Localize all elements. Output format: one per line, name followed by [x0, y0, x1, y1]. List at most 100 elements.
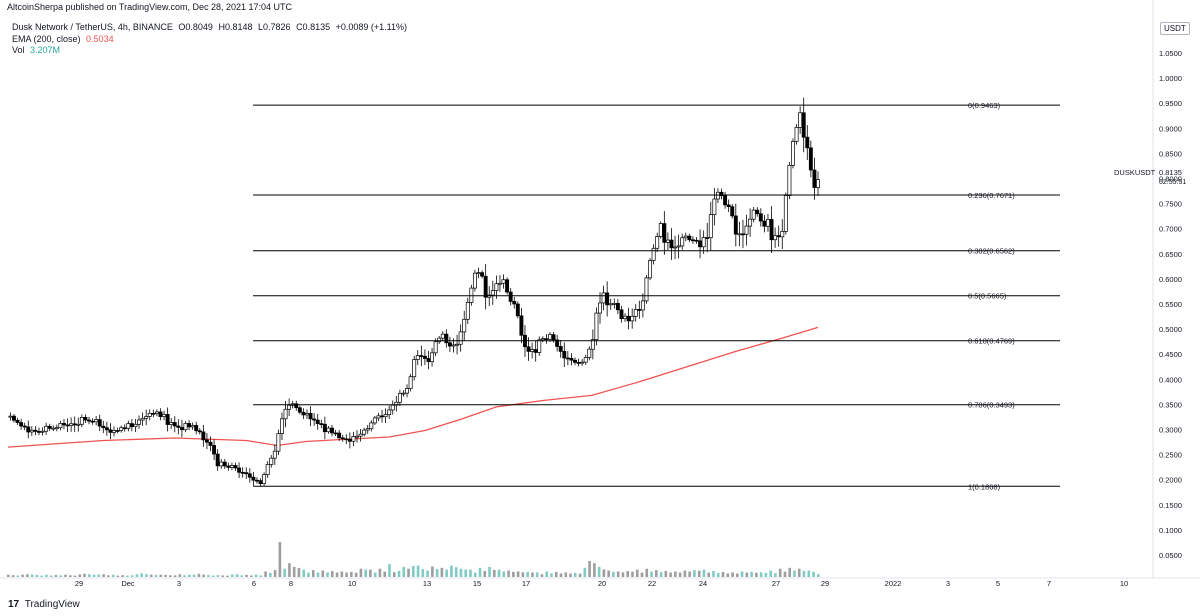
candle-down: [741, 233, 745, 236]
ohlc-open: O0.8049: [178, 22, 213, 32]
candle-down: [544, 338, 549, 340]
volume-bar: [783, 571, 787, 577]
volume-bar: [273, 570, 277, 577]
candle-down: [508, 291, 513, 302]
volume-bar: [793, 570, 796, 577]
candle-down: [226, 465, 231, 468]
candle-down: [719, 191, 724, 197]
fib-level-label: 0.236(0.7671): [968, 191, 1015, 200]
volume-bar: [211, 575, 215, 577]
volume-bar: [778, 568, 782, 577]
candle-up: [630, 315, 635, 322]
currency-button[interactable]: USDT: [1160, 22, 1190, 35]
volume-bar: [307, 572, 310, 577]
fib-retracement[interactable]: 0(0.9463) 0.236(0.7671) 0.382(0.6562) 0.5(0…: [253, 101, 1060, 491]
candle-down: [165, 414, 170, 425]
volume-bar: [364, 569, 367, 577]
candle-up: [665, 239, 670, 243]
volume-bar: [612, 571, 615, 577]
candle-down: [526, 346, 531, 352]
candle-up: [355, 435, 359, 438]
volume-legend[interactable]: Vol 3.207M: [12, 45, 63, 55]
candle-up: [58, 423, 63, 429]
volume-bar: [521, 572, 525, 577]
y-tick-label: 0.8000: [1159, 175, 1182, 184]
candle-up: [262, 474, 267, 484]
candle-down: [294, 403, 299, 409]
candle-up: [283, 408, 288, 420]
candle-up: [433, 341, 438, 354]
volume-bar: [650, 571, 653, 577]
volume-bar: [221, 575, 225, 577]
candle-down: [669, 239, 674, 249]
volume-bar: [678, 572, 682, 577]
symbol-legend[interactable]: Dusk Network / TetherUS, 4h, BINANCE O0.…: [12, 22, 410, 32]
candle-down: [22, 425, 27, 428]
candle-up: [791, 141, 795, 166]
volume-bar: [392, 572, 396, 577]
volume-bar: [412, 565, 415, 577]
x-tick-label: 10: [1120, 579, 1128, 588]
y-tick-label: 0.9500: [1159, 99, 1182, 108]
candle-up: [430, 352, 435, 363]
volume-bar: [616, 571, 620, 577]
candle-up: [816, 179, 820, 188]
ohlc-change: +0.0089 (+1.11%): [335, 22, 407, 32]
volume-bar: [464, 569, 468, 577]
ohlc-high: H0.8148: [218, 22, 253, 32]
volume-bar: [755, 572, 758, 577]
volume-bar: [693, 570, 696, 577]
candle-down: [551, 334, 556, 341]
candle-up: [437, 337, 442, 343]
volume-bar: [269, 572, 272, 577]
volume-bar: [712, 571, 715, 577]
y-tick-label: 1.0000: [1159, 74, 1182, 83]
volume-bar: [16, 575, 20, 577]
candle-up: [751, 209, 756, 220]
candle-down: [258, 480, 263, 484]
volume-bar: [716, 573, 720, 577]
volume-bar: [383, 571, 387, 577]
volume-bar: [326, 572, 329, 577]
volume-bar: [311, 570, 315, 577]
candle-up: [390, 404, 395, 411]
volume-bar: [621, 572, 625, 577]
tradingview-footer: 17 TradingView: [8, 599, 80, 610]
ema-legend[interactable]: EMA (200, close) 0.5034: [12, 34, 117, 44]
volume-bar: [721, 571, 725, 577]
x-tick-label: 15: [473, 579, 481, 588]
y-tick-label: 1.0500: [1159, 49, 1182, 58]
vol-label: Vol: [12, 45, 25, 55]
candle-down: [726, 204, 731, 208]
fib-level-label: 0(0.9463): [968, 101, 1001, 110]
volume-bar: [750, 571, 753, 577]
y-tick-label: 0.6500: [1159, 250, 1182, 259]
volume-bar: [550, 573, 553, 577]
candle-up: [537, 339, 542, 353]
fib-level-label: 0.382(0.6562): [968, 247, 1015, 256]
candle-down: [758, 213, 763, 222]
candle-down: [426, 358, 431, 363]
y-tick-label: 0.2500: [1159, 451, 1182, 460]
candle-up: [540, 338, 545, 341]
candle-down: [662, 223, 667, 243]
volume-bar: [245, 574, 248, 577]
candle-down: [158, 411, 163, 417]
volume-bar: [264, 571, 267, 577]
volume-bar: [664, 571, 668, 577]
candle-up: [787, 164, 792, 196]
volume-bar: [812, 571, 815, 577]
candle-up: [44, 425, 49, 432]
candle-down: [179, 427, 184, 431]
candle-down: [315, 419, 320, 424]
candle-down: [422, 355, 427, 359]
candle-down: [447, 342, 452, 347]
candle-down: [97, 419, 102, 427]
candle-up: [644, 277, 649, 302]
volume-bar: [145, 574, 148, 577]
candle-down: [565, 357, 570, 360]
candle-up: [144, 416, 149, 419]
candle-up: [305, 413, 309, 416]
volume-bar: [531, 572, 534, 577]
